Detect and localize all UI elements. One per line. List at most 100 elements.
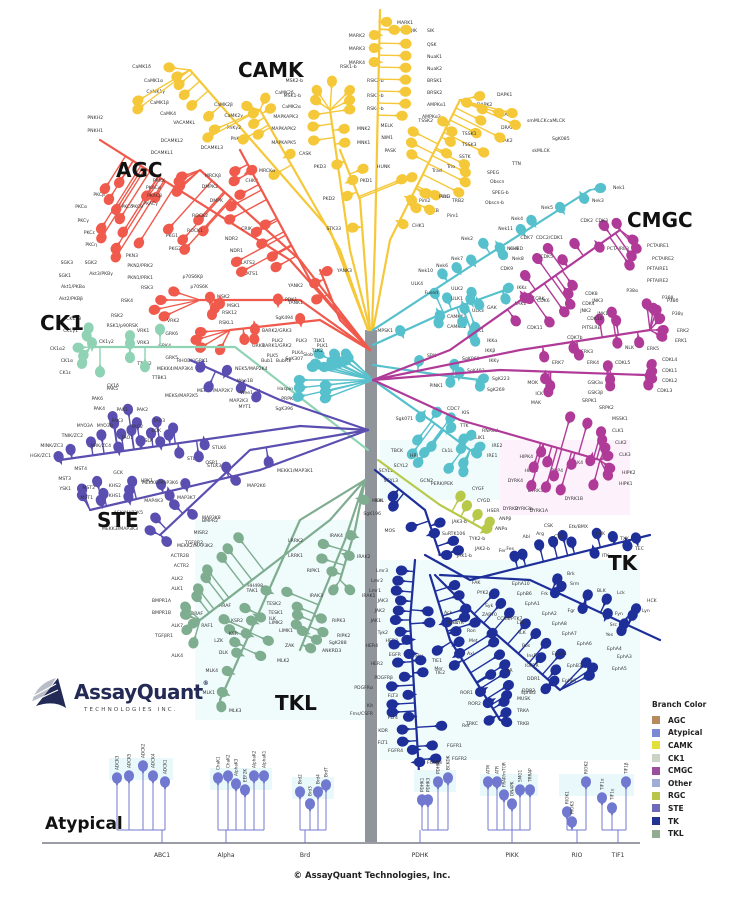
group-label-tkl: TKL: [275, 691, 317, 715]
kinase-label: CSK: [544, 523, 554, 529]
kinase-leaf: CK1α2: [50, 342, 91, 353]
kinase-label: DLK: [219, 650, 229, 656]
kinase-leaf: Nek11: [498, 224, 527, 238]
kinase-leaf: JAK1: [370, 615, 410, 625]
atypical-family-label: RIO: [571, 852, 583, 859]
kinase-leaf: SCYL1: [379, 423, 436, 474]
kinase-label: TBCK: [390, 448, 404, 454]
kinase-label: CaMK1δ: [132, 64, 151, 70]
kinase-leaf: SuRTK106: [425, 528, 465, 539]
kinase-leaf: MAP2K3: [229, 388, 262, 404]
kinase-label: IKKε: [517, 285, 527, 291]
kinase-label: P38γ: [672, 311, 684, 317]
kinase-label: AMPKα1: [427, 102, 446, 108]
legend-swatch: [652, 829, 660, 838]
kinase-leaf: Ret: [416, 720, 470, 731]
kinase-label: PLK2: [272, 338, 283, 344]
kinase-label: MAP4K3: [144, 498, 163, 504]
kinase-leaf: PKACγ: [143, 169, 201, 207]
kinase-label: PYK2: [477, 590, 488, 596]
kinase-leaf: PKCγ: [78, 160, 134, 224]
kinase-leaf: LZK: [214, 636, 245, 648]
kinase-label: CCRK: [532, 296, 546, 302]
kinase-label: SgK269: [487, 387, 505, 393]
kinase-label: Src: [610, 622, 618, 628]
kinase-label: CK1γ3: [66, 316, 81, 322]
kinase-label: AlphaK1: [262, 750, 267, 768]
kinase-label: KSR: [229, 631, 239, 637]
kinase-leaf: ROR2: [468, 697, 496, 709]
kinase-label: PERK/PEK: [431, 481, 454, 487]
kinase-label: Fms/CSFR: [350, 711, 374, 717]
kinase-leaf: KSR: [229, 628, 255, 639]
group-label-ck1: CK1: [40, 311, 85, 335]
kinase-label: DCAMKL1: [151, 150, 173, 156]
kinase-leaf: ARAF: [219, 602, 259, 615]
kinase-label: DCAMKL2: [161, 138, 183, 144]
branch: [188, 358, 370, 432]
kinase-label: IGF1R: [525, 663, 539, 669]
kinase-leaf: JNK1: [596, 311, 622, 335]
kinase-label: TIF1γ: [610, 788, 615, 801]
kinase-label: DYRK1A: [530, 508, 549, 514]
kinase-leaf: Fgr: [568, 600, 588, 614]
kinase-label: VRK3: [137, 340, 149, 346]
legend-swatch: [652, 791, 660, 800]
kinase-label: ROR2: [468, 701, 481, 707]
kinase-label: EphA10: [512, 581, 530, 587]
kinase-leaf: AMPKα2: [377, 110, 441, 121]
kinase-label: TTK: [459, 423, 470, 429]
kinase-leaf: MNK1: [334, 137, 370, 148]
kinase-label: Lyn: [642, 608, 650, 614]
kinase-leaf: EphA5: [559, 666, 627, 691]
kinase-leaf: MEKS/MAP2K5: [165, 371, 217, 399]
kinase-label: HPK1: [141, 478, 153, 484]
branch: [376, 458, 487, 532]
kinase-label: CK1α: [61, 358, 73, 364]
kinase-label: Wee1: [240, 390, 253, 396]
kinase-label: ZAP70: [482, 612, 497, 618]
kinase-leaf: GCK: [113, 470, 138, 500]
kinase-label: Mer: [434, 666, 443, 672]
kinase-label: MEKK4/MAP3K4: [157, 366, 193, 372]
kinase-leaf: Nek1: [589, 182, 625, 193]
atypical-family-pdhk: PDHK1 PDHK3 PDHK2 BCKDK: [414, 755, 456, 843]
kinase-label: DYRK1B: [565, 496, 583, 502]
kinase-label: MARK1: [397, 20, 413, 26]
atypical-family-alpha: ChaK1 ChaK2 AlphaK3 EEF2K AlphaK2 AlphaK1: [210, 750, 272, 843]
kinase-label: RAF1: [201, 623, 213, 629]
legend-label: AGC: [668, 715, 686, 725]
kinase-label: HER4: [366, 643, 379, 649]
kinase-label: BRSK2: [427, 90, 442, 96]
kinase-leaf: TLK2: [311, 348, 374, 381]
kinase-label: EphB3: [567, 663, 582, 669]
kinase-label: QSK: [427, 42, 438, 48]
kinase-label: TLK2: [311, 348, 323, 354]
kinase-label: ILK: [269, 616, 277, 622]
kinase-label: AMPKα2: [422, 114, 441, 120]
kinase-label: P38β: [662, 295, 674, 301]
kinase-leaf: ERK5: [634, 331, 659, 352]
kinase-leaf: CK1γ2: [87, 337, 114, 353]
kinase-label: SRPK2: [599, 405, 614, 411]
kinase-label: BrdT: [324, 767, 329, 777]
kinase-label: JAK1-b: [456, 553, 472, 559]
kinase-label: STLK6: [212, 445, 226, 451]
kinase-leaf: TIE2: [413, 667, 445, 678]
kinase-label: DMPK2: [202, 184, 218, 190]
kinase-label: Sgk071: [396, 416, 413, 422]
legend-swatch: [652, 779, 660, 788]
kinase-leaf: P38γ: [649, 311, 684, 331]
kinase-leaf: PKN3: [126, 180, 213, 259]
kinase-label: MEKK1/MAP3K1: [277, 468, 313, 474]
kinase-leaf: IRAK3: [310, 579, 341, 599]
kinase-leaf: IRAK2: [340, 550, 371, 561]
kinase-label: HRI: [410, 453, 418, 459]
legend-swatch: [652, 766, 660, 775]
kinase-label: PKCα: [75, 204, 87, 210]
kinase-leaf: CDK11: [506, 308, 543, 331]
kinase-leaf: BARK2/GRK3: [249, 320, 292, 335]
kinase-label: SgK494: [275, 315, 293, 321]
kinase-leaf: JAK1-b: [437, 550, 472, 560]
